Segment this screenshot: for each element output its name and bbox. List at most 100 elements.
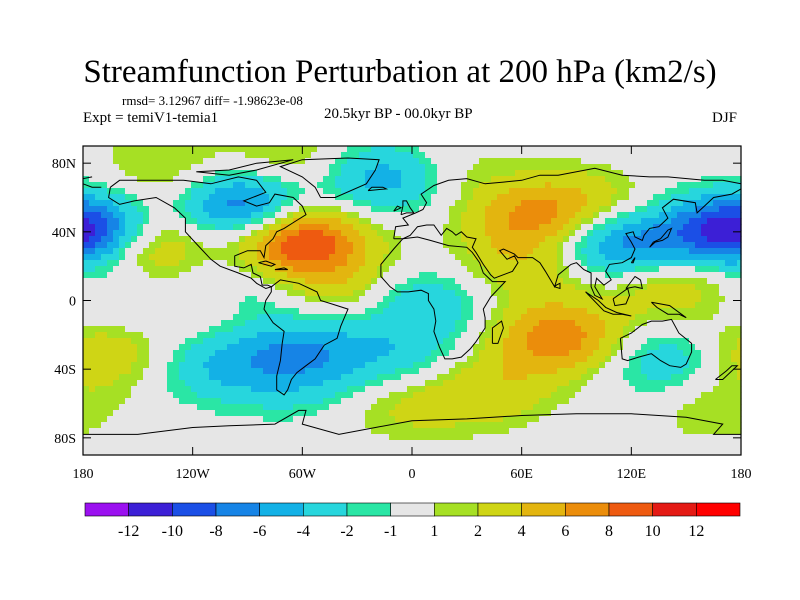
field-cell: [353, 158, 360, 165]
field-cell: [407, 242, 414, 249]
field-cell: [353, 218, 360, 225]
field-cell: [545, 350, 552, 357]
field-cell: [305, 380, 312, 387]
field-cell: [395, 266, 402, 273]
field-cell: [209, 380, 216, 387]
field-cell: [563, 350, 570, 357]
field-cell: [89, 242, 96, 249]
field-cell: [647, 296, 654, 303]
field-cell: [239, 236, 246, 243]
field-cell: [305, 368, 312, 375]
field-cell: [191, 176, 198, 183]
field-cell: [269, 272, 276, 279]
field-cell: [263, 152, 270, 159]
field-cell: [209, 362, 216, 369]
field-cell: [461, 314, 468, 321]
field-cell: [335, 374, 342, 381]
field-cell: [719, 236, 726, 243]
field-cell: [623, 392, 630, 399]
field-cell: [533, 152, 540, 159]
field-cell: [653, 350, 660, 357]
field-cell: [575, 398, 582, 405]
field-cell: [539, 200, 546, 207]
field-cell: [503, 236, 510, 243]
field-cell: [707, 176, 714, 183]
field-cell: [557, 374, 564, 381]
field-cell: [539, 392, 546, 399]
field-cell: [353, 416, 360, 423]
field-cell: [503, 230, 510, 237]
field-cell: [107, 410, 114, 417]
field-cell: [371, 272, 378, 279]
field-cell: [311, 296, 318, 303]
field-cell: [155, 368, 162, 375]
field-cell: [383, 362, 390, 369]
field-cell: [491, 338, 498, 345]
field-cell: [401, 266, 408, 273]
field-cell: [515, 314, 522, 321]
field-cell: [317, 248, 324, 255]
field-cell: [155, 158, 162, 165]
field-cell: [293, 194, 300, 201]
field-cell: [125, 200, 132, 207]
field-cell: [269, 332, 276, 339]
field-cell: [491, 182, 498, 189]
field-cell: [113, 218, 120, 225]
field-cell: [461, 332, 468, 339]
field-cell: [509, 302, 516, 309]
field-cell: [491, 200, 498, 207]
field-cell: [125, 254, 132, 261]
field-cell: [197, 338, 204, 345]
field-cell: [263, 284, 270, 291]
field-cell: [407, 146, 414, 153]
field-cell: [233, 320, 240, 327]
field-cell: [257, 344, 264, 351]
field-cell: [527, 200, 534, 207]
field-cell: [299, 206, 306, 213]
field-cell: [719, 278, 726, 285]
field-cell: [107, 242, 114, 249]
field-cell: [251, 314, 258, 321]
field-cell: [383, 290, 390, 297]
field-cell: [89, 272, 96, 279]
field-cell: [605, 278, 612, 285]
field-cell: [137, 230, 144, 237]
field-cell: [629, 314, 636, 321]
field-cell: [413, 248, 420, 255]
field-cell: [731, 338, 738, 345]
field-cell: [611, 398, 618, 405]
field-cell: [137, 176, 144, 183]
field-cell: [683, 410, 690, 417]
field-cell: [605, 170, 612, 177]
field-cell: [731, 386, 738, 393]
field-cell: [197, 164, 204, 171]
field-cell: [269, 278, 276, 285]
field-cell: [299, 308, 306, 315]
field-cell: [383, 236, 390, 243]
field-cell: [503, 392, 510, 399]
field-cell: [149, 188, 156, 195]
field-cell: [587, 296, 594, 303]
field-cell: [587, 392, 594, 399]
field-cell: [497, 182, 504, 189]
field-cell: [653, 410, 660, 417]
field-cell: [407, 302, 414, 309]
field-cell: [461, 182, 468, 189]
field-cell: [203, 302, 210, 309]
field-cell: [443, 194, 450, 201]
field-cell: [485, 152, 492, 159]
field-cell: [329, 362, 336, 369]
field-cell: [245, 158, 252, 165]
field-cell: [221, 206, 228, 213]
field-cell: [341, 284, 348, 291]
field-cell: [713, 146, 720, 153]
field-cell: [725, 362, 732, 369]
field-cell: [653, 356, 660, 363]
field-cell: [449, 410, 456, 417]
field-cell: [353, 338, 360, 345]
field-cell: [449, 254, 456, 261]
field-cell: [485, 182, 492, 189]
field-cell: [293, 332, 300, 339]
field-cell: [89, 338, 96, 345]
